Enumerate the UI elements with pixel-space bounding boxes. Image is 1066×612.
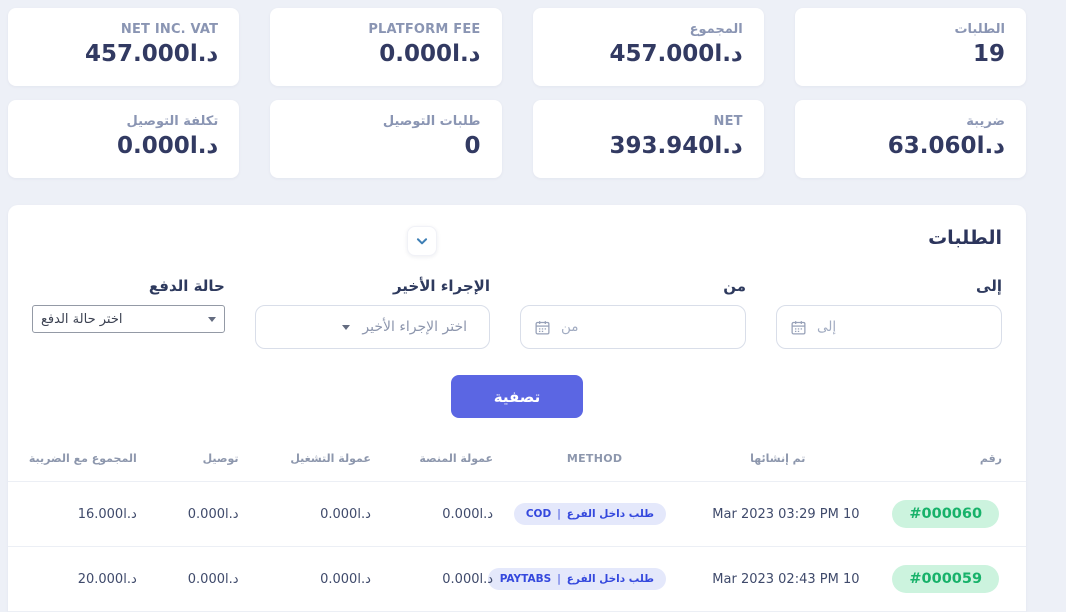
filters-row: إلى — [32, 277, 1002, 349]
calendar-icon — [534, 319, 551, 336]
stat-label: ضريبة — [966, 114, 1005, 129]
order-number-badge[interactable]: #000059 — [892, 565, 1000, 593]
stat-value: د.ا0.000 — [117, 133, 219, 160]
header-method: METHOD — [566, 452, 623, 465]
platform-fee-cell: د.ا0.000 — [394, 546, 518, 612]
collapse-panel-button[interactable] — [407, 226, 437, 256]
caret-down-icon — [207, 316, 216, 322]
order-type: طلب داخل الفرع — [566, 573, 655, 585]
orders-panel-title: الطلبات — [928, 227, 1002, 249]
stat-label: المجموع — [689, 22, 743, 37]
filter-payment-status-label: حالة الدفع — [148, 277, 225, 295]
orders-table: رقم تم إنشائها METHOD عمولة المنصة عمولة… — [8, 442, 1026, 612]
header-platform-fee: عمولة المنصة — [419, 452, 494, 465]
date-from-input[interactable] — [520, 305, 746, 349]
caret-down-icon — [342, 324, 351, 330]
filter-to-label: إلى — [976, 277, 1002, 295]
header-total-with-tax: المجموع مع الضريبة — [28, 452, 137, 465]
stats-grid: الطلبات 19 المجموع د.ا457.000 PLATFORM F… — [8, 8, 1026, 178]
header-created: تم إنشائها — [750, 452, 806, 465]
delivery-cell: د.ا0.000 — [160, 481, 263, 547]
filter-button-row: تصفية — [32, 375, 1002, 418]
stat-label: طلبات التوصيل — [382, 114, 481, 129]
table-row: #000060 Mar 2023 03:29 PM 10 COD | طلب د… — [8, 481, 1026, 547]
stat-label: NET INC. VAT — [120, 22, 219, 37]
calendar-icon — [790, 319, 807, 336]
stat-label: PLATFORM FEE — [368, 22, 481, 37]
order-method-cell: PAYTABS | طلب داخل الفرع — [487, 546, 691, 612]
filter-payment-status: حالة الدفع اختر حالة الدفع — [32, 277, 225, 349]
table-row: #000059 Mar 2023 02:43 PM 10 PAYTABS | ط… — [8, 546, 1026, 612]
pill-separator: | — [557, 508, 561, 520]
order-created-cell: Mar 2023 03:29 PM 10 — [690, 481, 884, 547]
stat-label: NET — [713, 114, 743, 129]
method-name: PAYTABS — [499, 573, 552, 585]
pill-separator: | — [557, 573, 561, 585]
payment-status-select[interactable]: اختر حالة الدفع — [32, 305, 225, 333]
stat-value: د.ا63.060 — [887, 133, 1005, 160]
order-number-badge[interactable]: #000060 — [892, 500, 1000, 528]
order-type: طلب داخل الفرع — [566, 508, 655, 520]
filter-last-action: الإجراء الأخير اختر الإجراء الأخير — [254, 277, 490, 349]
stat-card-net: NET د.ا393.940 — [532, 100, 764, 178]
header-operation-fee: عمولة التشغيل — [290, 452, 371, 465]
date-to-field[interactable] — [817, 319, 988, 335]
method-name: COD — [525, 508, 552, 520]
stat-label: الطلبات — [954, 22, 1005, 37]
stat-value: 0 — [464, 133, 481, 160]
total-with-tax-cell: د.ا16.000 — [8, 481, 161, 547]
last-action-selected-value: اختر الإجراء الأخير — [362, 319, 467, 335]
stat-card-platform-fee: PLATFORM FEE د.ا0.000 — [270, 8, 502, 86]
last-action-select[interactable]: اختر الإجراء الأخير — [254, 305, 490, 349]
filter-to: إلى — [776, 277, 1002, 349]
stat-card-net-inc-vat: NET INC. VAT د.ا457.000 — [8, 8, 240, 86]
stat-value: 19 — [972, 41, 1005, 68]
operation-fee-cell: د.ا0.000 — [262, 481, 395, 547]
stat-value: د.ا457.000 — [85, 41, 219, 68]
stat-card-orders: الطلبات 19 — [794, 8, 1026, 86]
date-from-field[interactable] — [561, 319, 732, 335]
delivery-cell: د.ا0.000 — [160, 546, 263, 612]
filter-from-label: من — [723, 277, 746, 295]
date-to-input[interactable] — [776, 305, 1002, 349]
order-number-cell: #000059 — [883, 546, 1026, 612]
order-number-cell: #000060 — [883, 481, 1026, 547]
stat-card-delivery-cost: تكلفة التوصيل د.ا0.000 — [8, 100, 240, 178]
stat-card-delivery-orders: طلبات التوصيل 0 — [270, 100, 502, 178]
operation-fee-cell: د.ا0.000 — [262, 546, 395, 612]
stat-value: د.ا457.000 — [609, 41, 743, 68]
orders-panel: الطلبات إلى — [8, 205, 1026, 612]
header-delivery: توصيل — [202, 452, 239, 465]
method-pill: COD | طلب داخل الفرع — [513, 503, 667, 525]
filter-last-action-label: الإجراء الأخير — [392, 277, 490, 295]
total-with-tax-cell: د.ا20.000 — [8, 546, 161, 612]
stat-label: تكلفة التوصيل — [126, 114, 219, 129]
dashboard-content: الطلبات 19 المجموع د.ا457.000 PLATFORM F… — [8, 8, 1026, 612]
filter-submit-button[interactable]: تصفية — [451, 375, 583, 418]
method-pill: PAYTABS | طلب داخل الفرع — [487, 568, 667, 590]
platform-fee-cell: د.ا0.000 — [394, 481, 518, 547]
order-method-cell: COD | طلب داخل الفرع — [513, 481, 691, 547]
stat-card-tax: ضريبة د.ا63.060 — [794, 100, 1026, 178]
chevron-down-icon — [415, 234, 429, 248]
header-number: رقم — [979, 452, 1002, 465]
stat-value: د.ا393.940 — [609, 133, 743, 160]
stat-card-total: المجموع د.ا457.000 — [532, 8, 764, 86]
table-header-row: رقم تم إنشائها METHOD عمولة المنصة عمولة… — [8, 442, 1026, 482]
order-created-cell: Mar 2023 02:43 PM 10 — [690, 546, 884, 612]
payment-status-selected-value: اختر حالة الدفع — [41, 311, 123, 327]
stat-value: د.ا0.000 — [379, 41, 481, 68]
filter-from: من — [520, 277, 746, 349]
